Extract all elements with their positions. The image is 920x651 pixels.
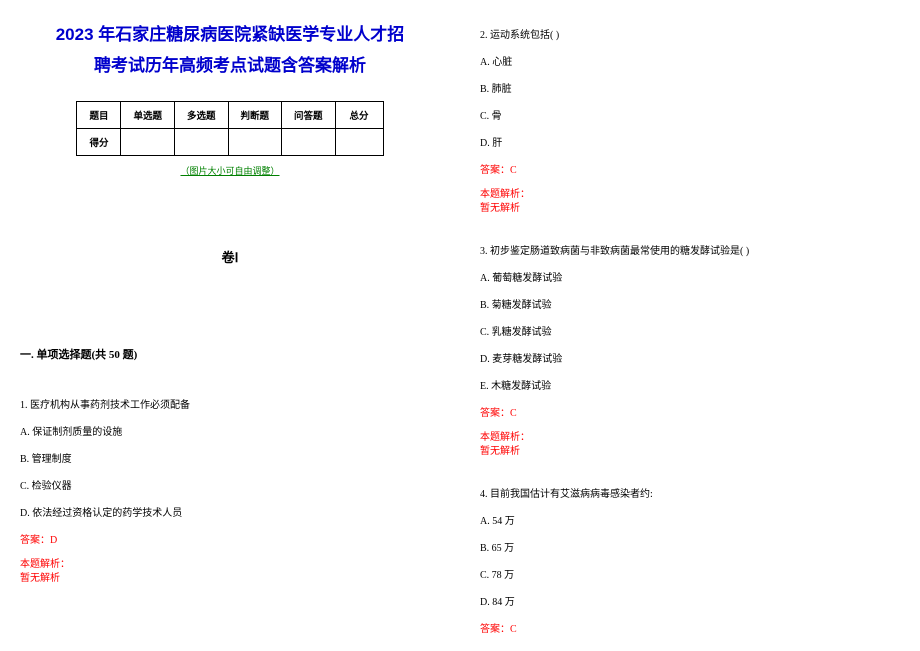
document-title: 2023 年石家庄糖尿病医院紧缺医学专业人才招 聘考试历年高频考点试题含答案解析 [20, 20, 440, 81]
question-4: 4. 目前我国估计有艾滋病病毒感染者约: A. 54 万 B. 65 万 C. … [480, 487, 900, 637]
th-multi: 多选题 [174, 102, 228, 129]
td-empty [335, 129, 383, 156]
answer: 答案：C [480, 163, 900, 178]
question-stem: 1. 医疗机构从事药剂技术工作必须配备 [20, 398, 440, 413]
option-c: C. 骨 [480, 109, 900, 124]
td-score-label: 得分 [77, 129, 121, 156]
question-stem: 3. 初步鉴定肠道致病菌与非致病菌最常使用的糖发酵试验是( ) [480, 244, 900, 259]
option-c: C. 乳糖发酵试验 [480, 325, 900, 340]
section-heading: 一. 单项选择题(共 50 题) [20, 346, 440, 362]
question-1: 1. 医疗机构从事药剂技术工作必须配备 A. 保证制剂质量的设施 B. 管理制度… [20, 398, 440, 586]
analysis-label: 本题解析： [480, 188, 900, 202]
left-column: 2023 年石家庄糖尿病医院紧缺医学专业人才招 聘考试历年高频考点试题含答案解析… [0, 0, 460, 651]
question-3: 3. 初步鉴定肠道致病菌与非致病菌最常使用的糖发酵试验是( ) A. 葡萄糖发酵… [480, 244, 900, 459]
question-stem: 4. 目前我国估计有艾滋病病毒感染者约: [480, 487, 900, 502]
option-a: A. 心脏 [480, 55, 900, 70]
table-row: 得分 [77, 129, 383, 156]
option-c: C. 78 万 [480, 568, 900, 583]
right-column: 2. 运动系统包括( ) A. 心脏 B. 肺脏 C. 骨 D. 肝 答案：C … [460, 0, 920, 651]
paper-section-label: 卷Ⅰ [20, 247, 440, 266]
option-a: A. 葡萄糖发酵试验 [480, 271, 900, 286]
analysis-content: 暂无解析 [20, 572, 440, 586]
image-resize-note: （图片大小可自由调整） [20, 164, 440, 177]
option-b: B. 管理制度 [20, 452, 440, 467]
answer: 答案：D [20, 533, 440, 548]
analysis-label: 本题解析： [20, 558, 440, 572]
analysis-content: 暂无解析 [480, 445, 900, 459]
th-item: 题目 [77, 102, 121, 129]
td-empty [228, 129, 282, 156]
question-2: 2. 运动系统包括( ) A. 心脏 B. 肺脏 C. 骨 D. 肝 答案：C … [480, 28, 900, 216]
th-single: 单选题 [121, 102, 175, 129]
question-stem: 2. 运动系统包括( ) [480, 28, 900, 43]
option-e: E. 木糖发酵试验 [480, 379, 900, 394]
analysis-content: 暂无解析 [480, 202, 900, 216]
answer: 答案：C [480, 622, 900, 637]
analysis-label: 本题解析： [480, 431, 900, 445]
score-table: 题目 单选题 多选题 判断题 问答题 总分 得分 [76, 101, 383, 156]
title-line-1: 2023 年石家庄糖尿病医院紧缺医学专业人才招 [56, 25, 405, 44]
answer: 答案：C [480, 406, 900, 421]
td-empty [121, 129, 175, 156]
td-empty [282, 129, 336, 156]
option-c: C. 检验仪器 [20, 479, 440, 494]
td-empty [174, 129, 228, 156]
option-d: D. 依法经过资格认定的药学技术人员 [20, 506, 440, 521]
option-b: B. 菊糖发酵试验 [480, 298, 900, 313]
th-qa: 问答题 [282, 102, 336, 129]
option-a: A. 保证制剂质量的设施 [20, 425, 440, 440]
option-d: D. 84 万 [480, 595, 900, 610]
option-d: D. 麦芽糖发酵试验 [480, 352, 900, 367]
title-line-2: 聘考试历年高频考点试题含答案解析 [94, 56, 366, 75]
option-b: B. 65 万 [480, 541, 900, 556]
option-a: A. 54 万 [480, 514, 900, 529]
th-total: 总分 [335, 102, 383, 129]
option-b: B. 肺脏 [480, 82, 900, 97]
th-judge: 判断题 [228, 102, 282, 129]
option-d: D. 肝 [480, 136, 900, 151]
table-row: 题目 单选题 多选题 判断题 问答题 总分 [77, 102, 383, 129]
